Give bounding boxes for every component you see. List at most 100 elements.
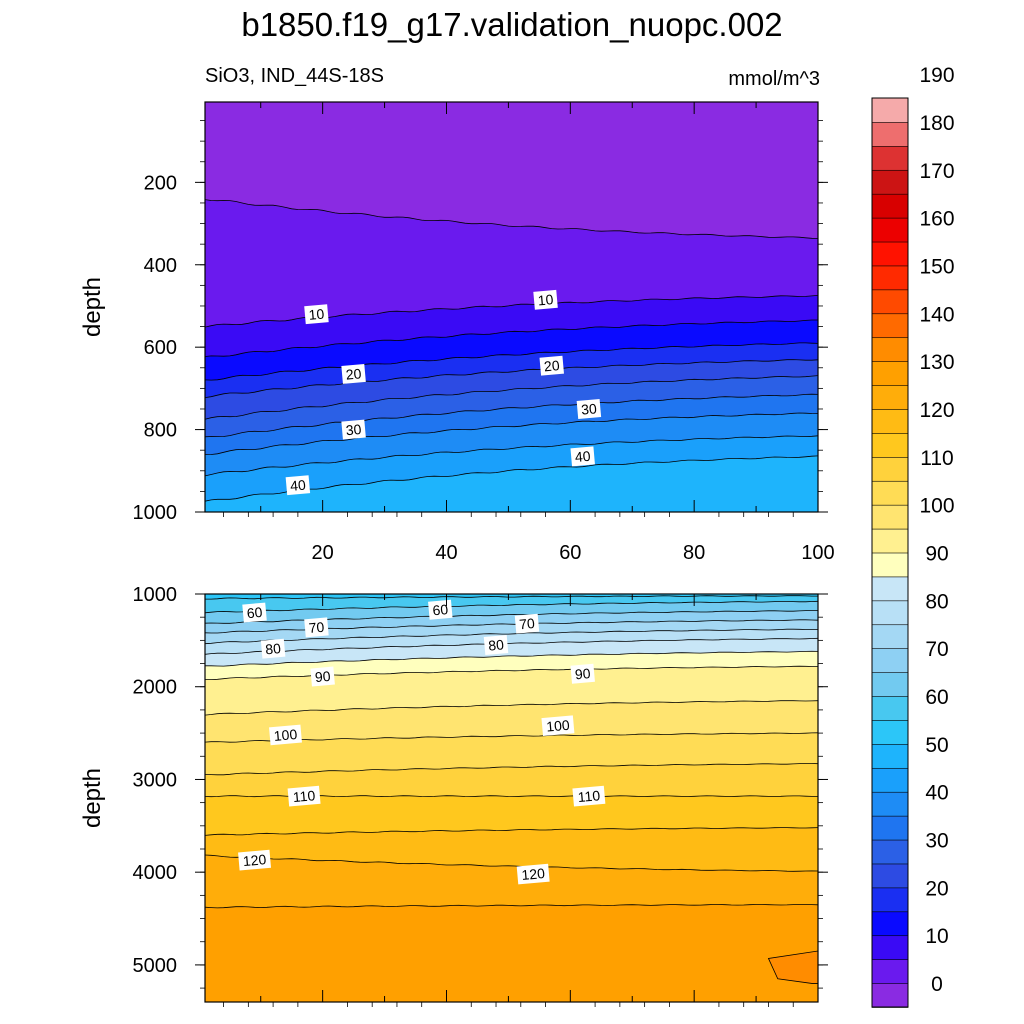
colorbar-swatch [871,336,909,362]
contour-label: 20 [341,363,366,384]
x-tick-label: 100 [801,542,834,564]
lower-contour-line-55 [205,595,818,600]
colorbar-swatch [871,815,909,841]
y-tick-label: 800 [144,420,177,442]
colorbar-label: 100 [919,495,954,518]
contour-label-box [238,849,272,871]
main-title: b1850.f19_g17.validation_nuopc.002 [241,6,782,43]
contour-label-text: 90 [314,668,331,685]
colorbar-swatch [871,408,909,434]
contour-label-text: 110 [292,787,316,805]
colorbar-swatch [871,767,909,793]
lower-contour-line-120 [205,854,818,872]
colorbar-swatch [871,528,909,554]
colorbar-label: 0 [931,973,943,996]
y-axis-label: depth [79,277,106,337]
colorbar-swatch [871,695,909,721]
colorbar-swatch [871,911,909,937]
colorbar-swatch [871,217,909,243]
colorbar-label: 110 [920,447,953,470]
y-tick-label: 1000 [133,584,178,606]
colorbar-label: 90 [925,543,948,566]
upper-frame [204,101,819,513]
lower-plot-area [205,594,818,1002]
colorbar-swatch [871,958,909,984]
colorbar-swatch [871,456,909,482]
colorbar-swatch [871,647,909,673]
colorbar-swatch [871,241,909,267]
x-tick-label: 40 [435,542,457,564]
lower-band-130 [767,950,818,984]
y-tick-label: 2000 [133,677,178,699]
colorbar-swatch [871,934,909,960]
upper-band-45 [205,455,818,512]
contour-label: 60 [428,599,453,620]
contour-label: 90 [570,663,595,684]
upper-contour-line-20 [205,359,818,398]
contour-label: 10 [304,304,329,325]
subtitle-left: SiO3, IND_44S-18S [205,65,384,87]
colorbar-swatch [871,312,909,339]
lower-contour-line-85 [205,650,818,667]
contour-label-box [341,419,366,440]
colorbar-swatch [871,121,909,147]
contour-label-box [572,785,606,807]
colorbar-label: 160 [919,208,954,231]
colorbar-swatch [871,145,909,171]
contour-label-text: 60 [246,604,263,621]
y-tick-label: 1000 [133,502,178,524]
lower-contour-panel: 60 60 70 70 80 80 90 90 100 100 110 110 120 120 1000 20… [79,584,828,1007]
y-tick-label: 200 [144,172,177,194]
colorbar-swatch [871,982,909,1008]
contour-label-box [541,715,575,737]
x-tick-label: 80 [683,542,705,564]
contour-label: 100 [269,724,302,746]
colorbar-label: 190 [919,64,954,87]
contour-label: 120 [238,849,272,871]
colorbar-swatch [871,289,909,315]
lower-contour-line-75 [205,628,818,645]
colorbar-label: 50 [925,734,948,757]
contour-label-text: 30 [345,421,362,438]
y-tick-label: 400 [144,255,177,277]
contour-label-box [514,613,540,634]
contour-label-box [570,663,595,684]
x-tick-label: 20 [312,542,334,564]
x-tick-label: 60 [559,542,581,564]
y-tick-label: 3000 [133,769,178,791]
contour-label-text: 20 [543,357,560,374]
contour-label: 30 [576,399,602,419]
colorbar-label: 60 [925,686,948,709]
contour-label-box [516,863,550,885]
upper-contour-line-30 [205,393,818,438]
contour-label-box [269,724,302,746]
upper-plot-area [205,102,818,512]
contour-label-text: 70 [308,619,325,636]
colorbar-swatch [871,623,909,649]
upper-contour-line-10 [205,319,818,357]
upper-contour-line-15 [205,342,818,381]
upper-contour-line-40 [205,435,818,477]
contour-label: 70 [514,613,540,634]
contour-label-text: 20 [345,365,362,382]
contour-label-box [287,785,321,807]
y-tick-label: 600 [144,337,177,359]
contour-label-box [539,355,564,376]
colorbar-label: 150 [919,255,954,278]
contour-label-box [310,666,335,687]
contour-label: 30 [341,419,366,440]
contour-label: 100 [541,715,575,737]
contour-label-text: 70 [519,615,536,632]
colorbar-swatch [871,97,909,123]
colorbar-swatch [871,552,909,578]
contour-label: 110 [572,785,606,807]
contour-label-box [341,363,366,384]
colorbar-label: 80 [925,590,948,613]
colorbar-label: 10 [925,925,948,948]
colorbar-label: 120 [919,399,954,422]
contour-label-text: 90 [574,665,591,682]
lower-contour-line-125 [205,904,818,909]
colorbar-swatch [871,480,909,506]
contour-label-text: 120 [242,851,267,869]
